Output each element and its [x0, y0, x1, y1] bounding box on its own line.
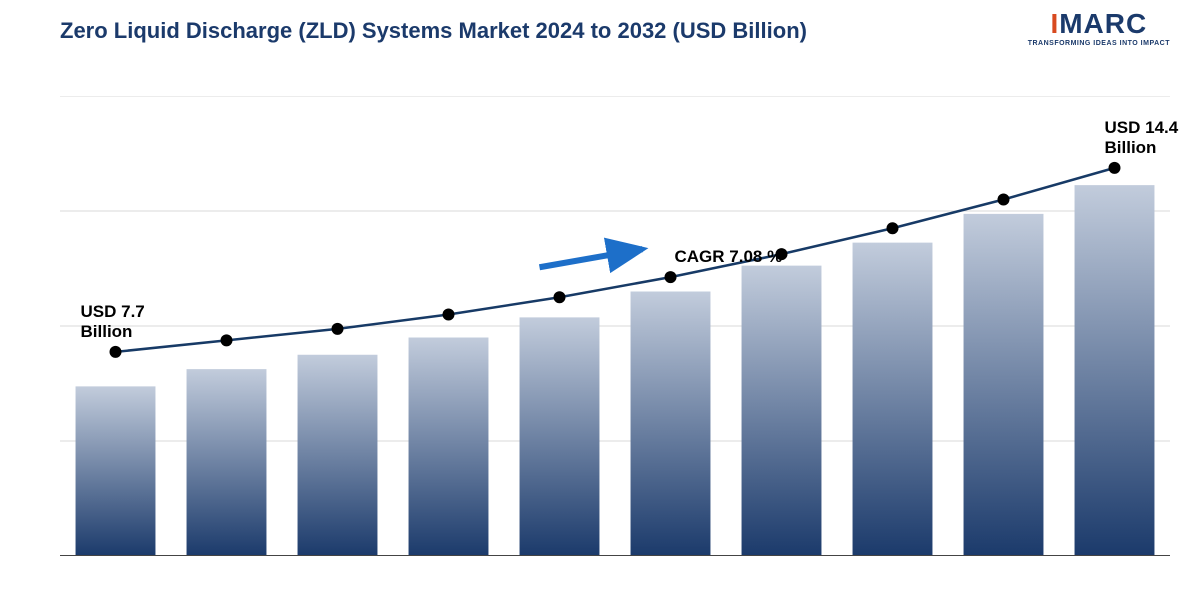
chart-plot	[60, 96, 1170, 556]
chart-root: Zero Liquid Discharge (ZLD) Systems Mark…	[0, 0, 1200, 600]
end-value-line1: USD 14.4	[1105, 118, 1179, 138]
data-marker	[887, 222, 899, 234]
data-marker	[110, 346, 122, 358]
bar	[520, 317, 600, 556]
cagr-label: CAGR 7.08 %	[675, 247, 783, 267]
data-marker	[998, 194, 1010, 206]
bar	[742, 266, 822, 556]
bar	[76, 386, 156, 556]
bar	[853, 243, 933, 556]
data-marker	[221, 334, 233, 346]
bar	[964, 214, 1044, 556]
bar	[631, 292, 711, 557]
logo-tagline: TRANSFORMING IDEAS INTO IMPACT	[1028, 40, 1170, 47]
data-marker	[1109, 162, 1121, 174]
chart-title: Zero Liquid Discharge (ZLD) Systems Mark…	[60, 18, 807, 44]
bar	[187, 369, 267, 556]
cagr-arrow-icon	[540, 249, 643, 267]
data-marker	[332, 323, 344, 335]
start-value-label: USD 7.7 Billion	[81, 302, 145, 342]
bar	[1075, 185, 1155, 556]
start-value-line2: Billion	[81, 322, 145, 342]
start-value-line1: USD 7.7	[81, 302, 145, 322]
bar	[409, 338, 489, 557]
data-marker	[665, 271, 677, 283]
data-marker	[443, 309, 455, 321]
end-value-label: USD 14.4 Billion	[1105, 118, 1179, 158]
imarc-logo: IMARC TRANSFORMING IDEAS INTO IMPACT	[1028, 10, 1170, 47]
bar	[298, 355, 378, 556]
end-value-line2: Billion	[1105, 138, 1179, 158]
logo-main-text: IMARC	[1028, 10, 1170, 38]
data-marker	[554, 291, 566, 303]
